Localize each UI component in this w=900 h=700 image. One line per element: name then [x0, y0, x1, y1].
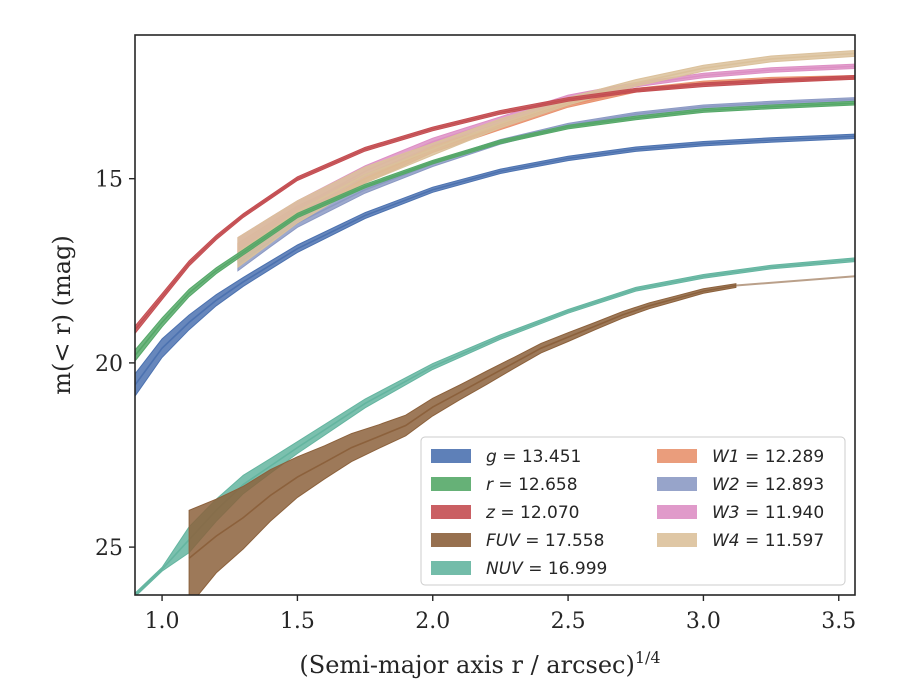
plot-frame — [134, 34, 856, 596]
legend-box — [420, 436, 846, 586]
series-line-r — [135, 102, 855, 357]
legend-label: FUV = 17.558 — [486, 531, 604, 551]
x-axis-label-superscript: 1/4 — [635, 648, 661, 667]
legend-equals: = — [493, 475, 518, 495]
x-axis-label-text: (Semi-major axis r / arcsec) — [299, 651, 634, 679]
legend-variable: FUV — [486, 531, 521, 551]
legend-value: 12.289 — [765, 447, 824, 467]
x-tick-label: 3.5 — [821, 609, 856, 634]
legend-equals: = — [740, 447, 765, 467]
legend-variable: g — [486, 447, 497, 467]
legend-swatch — [657, 505, 697, 519]
legend-value: 12.070 — [520, 503, 579, 523]
legend-variable: W4 — [712, 531, 740, 551]
legend-label: W2 = 12.893 — [712, 475, 824, 495]
series-band-fuv — [188, 283, 737, 595]
series-band-g — [135, 133, 855, 397]
legend-variable: NUV — [486, 559, 524, 579]
x-tick-label: 3.0 — [686, 609, 721, 634]
legend-variable: r — [486, 475, 494, 495]
legend-label: W1 = 12.289 — [712, 447, 824, 467]
legend-equals: = — [495, 503, 520, 523]
legend-label: g = 13.451 — [486, 447, 581, 467]
legend-swatch — [431, 561, 471, 575]
x-tick-label: 2.5 — [551, 609, 586, 634]
series-tail-fuv — [735, 275, 855, 287]
x-axis: 1.0 1.5 2.0 2.5 3.0 3.5 — [145, 595, 856, 634]
legend-value: 13.451 — [522, 447, 581, 467]
legend-equals: = — [740, 475, 765, 495]
y-tick-label: 15 — [95, 168, 123, 193]
y-axis: 15 20 25 — [95, 168, 135, 561]
legend-swatch — [431, 505, 471, 519]
legend-label: z = 12.070 — [485, 503, 579, 523]
series-line-z — [135, 76, 855, 331]
legend-label: r = 12.658 — [486, 475, 578, 495]
legend-variable: W3 — [712, 503, 740, 523]
series-line-fuv — [188, 284, 737, 559]
legend-value: 17.558 — [545, 531, 604, 551]
legend-equals: = — [520, 531, 545, 551]
legend-value: 11.940 — [765, 503, 824, 523]
legend-swatch — [657, 477, 697, 491]
series-band-r — [135, 100, 855, 362]
legend-swatch — [657, 533, 697, 547]
legend-equals: = — [740, 503, 765, 523]
x-tick-label: 2.0 — [415, 609, 450, 634]
x-tick-label: 1.5 — [280, 609, 315, 634]
y-axis-label: m(< r) (mag) — [48, 235, 76, 394]
legend-variable: z — [485, 503, 496, 523]
legend: g = 13.451 r = 12.658 z = 12.070 FUV = 17.5… — [420, 436, 846, 586]
legend-variable: W1 — [712, 447, 740, 467]
x-tick-label: 1.0 — [145, 609, 180, 634]
legend-label: W3 = 11.940 — [712, 503, 824, 523]
series-line-w4 — [237, 52, 855, 254]
legend-value: 11.597 — [765, 531, 824, 551]
legend-value: 12.893 — [765, 475, 824, 495]
legend-swatch — [657, 449, 697, 463]
legend-swatch — [431, 533, 471, 547]
series-layer — [135, 49, 855, 595]
legend-swatch — [431, 477, 471, 491]
legend-value: 16.999 — [548, 559, 607, 579]
series-band-z — [135, 74, 855, 335]
legend-variable: W2 — [712, 475, 740, 495]
y-tick-label: 20 — [95, 352, 123, 377]
y-tick-label: 25 — [95, 536, 123, 561]
legend-swatch — [431, 449, 471, 463]
series-line-g — [135, 135, 855, 386]
legend-equals: = — [497, 447, 522, 467]
legend-value: 12.658 — [518, 475, 577, 495]
legend-label: NUV = 16.999 — [486, 559, 607, 579]
legend-equals: = — [740, 531, 765, 551]
x-axis-label: (Semi-major axis r / arcsec)1/4 — [299, 648, 660, 679]
legend-equals: = — [523, 559, 548, 579]
legend-label: W4 = 11.597 — [712, 531, 824, 551]
